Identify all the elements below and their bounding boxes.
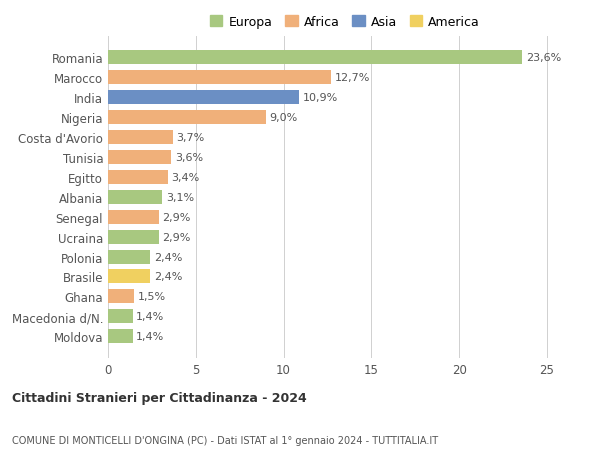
- Text: 12,7%: 12,7%: [334, 73, 370, 83]
- Bar: [108, 210, 159, 224]
- Text: COMUNE DI MONTICELLI D'ONGINA (PC) - Dati ISTAT al 1° gennaio 2024 - TUTTITALIA.: COMUNE DI MONTICELLI D'ONGINA (PC) - Dat…: [12, 435, 438, 445]
- Text: 2,4%: 2,4%: [154, 272, 182, 282]
- Text: Cittadini Stranieri per Cittadinanza - 2024: Cittadini Stranieri per Cittadinanza - 2…: [12, 391, 307, 404]
- Text: 3,1%: 3,1%: [166, 192, 194, 202]
- Bar: [108, 310, 133, 324]
- Bar: [108, 171, 167, 185]
- Bar: [108, 270, 150, 284]
- Bar: [108, 151, 171, 165]
- Text: 1,4%: 1,4%: [136, 331, 164, 341]
- Bar: [108, 71, 331, 85]
- Text: 9,0%: 9,0%: [269, 113, 298, 123]
- Bar: [108, 51, 523, 65]
- Bar: [108, 111, 266, 125]
- Bar: [108, 190, 163, 204]
- Text: 1,4%: 1,4%: [136, 312, 164, 322]
- Text: 2,9%: 2,9%: [163, 212, 191, 222]
- Bar: [108, 330, 133, 343]
- Text: 10,9%: 10,9%: [303, 93, 338, 103]
- Text: 2,9%: 2,9%: [163, 232, 191, 242]
- Bar: [108, 290, 134, 304]
- Text: 23,6%: 23,6%: [526, 53, 561, 63]
- Text: 2,4%: 2,4%: [154, 252, 182, 262]
- Legend: Europa, Africa, Asia, America: Europa, Africa, Asia, America: [205, 11, 485, 34]
- Bar: [108, 91, 299, 105]
- Text: 3,4%: 3,4%: [171, 173, 199, 183]
- Text: 3,7%: 3,7%: [176, 133, 205, 143]
- Bar: [108, 250, 150, 264]
- Bar: [108, 230, 159, 244]
- Text: 1,5%: 1,5%: [138, 292, 166, 302]
- Text: 3,6%: 3,6%: [175, 153, 203, 162]
- Bar: [108, 131, 173, 145]
